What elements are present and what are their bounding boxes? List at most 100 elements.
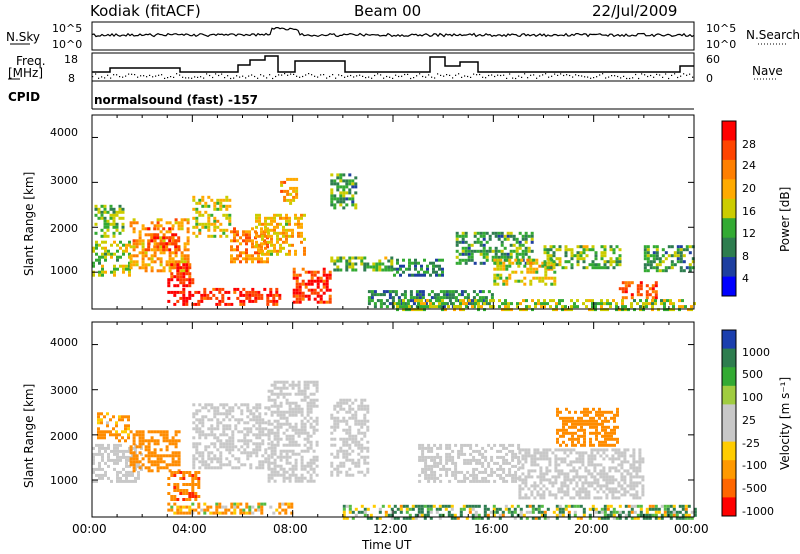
nave-dot <box>491 74 493 76</box>
nave-dot <box>488 74 490 77</box>
nave-dot <box>479 73 481 76</box>
power-region-5 <box>167 287 282 306</box>
nave-dot <box>545 73 547 75</box>
nave-dot <box>539 75 541 77</box>
nave-dot <box>464 75 466 77</box>
nave-dot <box>638 77 640 80</box>
nave-dot <box>218 74 220 77</box>
nsky-tick-top: 10^5 <box>52 22 83 35</box>
freq-label: Freq. <box>16 54 46 68</box>
nave-dot <box>512 77 514 79</box>
nave-dot <box>419 73 421 75</box>
velocity-region-9 <box>518 448 645 500</box>
nave-dot <box>311 74 313 76</box>
nave-dot <box>200 76 202 78</box>
nave-dot <box>446 74 448 76</box>
nave-dot <box>404 73 406 76</box>
nave-dot <box>158 74 160 76</box>
nave-dot <box>233 77 235 79</box>
nave-dot <box>224 77 226 79</box>
nave-dot <box>668 77 670 80</box>
nave-dot <box>518 75 520 77</box>
beam-title: Beam 00 <box>354 2 422 20</box>
velocity-region-0 <box>97 412 130 443</box>
nave-dot <box>500 74 502 77</box>
nave-dot <box>350 74 352 77</box>
nave-dot <box>101 76 103 78</box>
power-ytick-4000: 4000 <box>50 126 78 139</box>
nave-dot <box>587 76 589 78</box>
nave-dot <box>347 75 349 77</box>
vel-cbar-tick-m100: -100 <box>742 459 767 472</box>
nave-dot <box>467 75 469 78</box>
nave-dot <box>167 77 169 79</box>
nave-dot <box>629 77 631 80</box>
power-cbar-tick-28: 28 <box>742 138 756 151</box>
nave-dot <box>257 77 259 79</box>
nave-dot <box>563 74 565 77</box>
power-cbar-swatch-3 <box>722 179 736 200</box>
nave-dot <box>641 73 643 75</box>
nave-dot <box>560 73 562 75</box>
nave-dot <box>161 74 163 76</box>
nave-dot <box>431 76 433 78</box>
nave-dot <box>176 73 178 75</box>
freq-unit-label: [MHz] <box>8 66 44 80</box>
nave-dot <box>266 77 268 79</box>
nave-dot <box>650 74 652 77</box>
nave-dot <box>359 74 361 76</box>
nave-dot <box>260 74 262 76</box>
velocity-cbar-swatch-6 <box>722 441 736 461</box>
nave-dot <box>125 75 127 77</box>
velocity-region-2 <box>129 430 181 473</box>
nave-dot <box>551 75 553 77</box>
nave-dot <box>392 77 394 79</box>
nsky-tick-bottom: 10^0 <box>52 38 83 51</box>
nave-dot <box>482 76 484 78</box>
nave-dot <box>317 76 319 78</box>
nave-dot <box>677 76 679 79</box>
power-region-19 <box>643 245 695 273</box>
nave-dot <box>134 74 136 76</box>
nave-dot <box>164 77 166 79</box>
nave-dot <box>362 75 364 77</box>
nave-dot <box>671 74 673 76</box>
nave-dot <box>191 77 193 79</box>
nave-dot <box>155 75 157 77</box>
nave-dot <box>599 74 601 76</box>
xtick-4: 16:00 <box>474 522 509 536</box>
velocity-cbar-swatch-9 <box>722 497 736 517</box>
nave-dot <box>227 75 229 77</box>
nave-dot <box>122 76 124 78</box>
nave-dot <box>515 77 517 80</box>
nave-dot <box>320 74 322 76</box>
power-region-0 <box>94 204 125 238</box>
nave-dot <box>290 73 292 75</box>
nsearch-label: N.Search <box>746 28 800 42</box>
nave-dot <box>569 74 571 77</box>
power-cbar-swatch-4 <box>722 198 736 219</box>
nave-dot <box>449 74 451 76</box>
nave-dot <box>329 75 331 78</box>
nave-dot <box>455 74 457 76</box>
xtick-5: 20:00 <box>574 522 609 536</box>
nave-dot <box>407 73 409 75</box>
nave-dot <box>206 73 208 75</box>
nave-dot <box>461 76 463 78</box>
nave-dot <box>212 76 214 79</box>
velocity-cbar-swatch-2 <box>722 367 736 387</box>
velocity-cbar-swatch-0 <box>722 330 736 350</box>
nave-label: Nave <box>752 64 783 78</box>
velocity-region-6 <box>267 380 319 483</box>
nave-dot <box>281 74 283 76</box>
power-region-8 <box>255 213 306 256</box>
nave-dot <box>95 73 97 75</box>
velocity-cbar-frame <box>721 329 737 517</box>
nave-dot <box>605 77 607 79</box>
nave-dot <box>110 77 112 79</box>
nave-dot <box>251 74 253 76</box>
vel-cbar-tick-m1000: -1000 <box>742 505 774 518</box>
velocity-ytick-3000: 3000 <box>50 384 78 397</box>
nsky-trace <box>91 27 695 38</box>
